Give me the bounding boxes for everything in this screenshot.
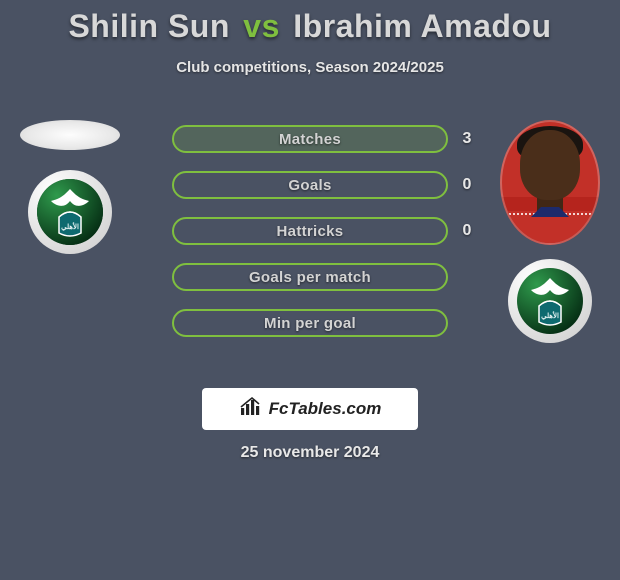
stat-bar: Goals: [172, 171, 448, 199]
crest-icon: الأهلي: [28, 170, 112, 254]
stat-bar: Goals per match: [172, 263, 448, 291]
page-title: Shilin Sun vs Ibrahim Amadou: [0, 0, 620, 45]
stat-row: Goals 0: [140, 170, 480, 200]
stat-bar: Min per goal: [172, 309, 448, 337]
player1-club-crest: الأهلي: [28, 170, 112, 254]
title-player2: Ibrahim Amadou: [293, 8, 551, 44]
comparison-card: Shilin Sun vs Ibrahim Amadou Club compet…: [0, 0, 620, 580]
stat-bar: Matches: [172, 125, 448, 153]
player1-column: الأهلي: [10, 120, 130, 254]
stat-row: Min per goal: [140, 308, 480, 338]
stat-value-right: 0: [454, 176, 480, 194]
subtitle: Club competitions, Season 2024/2025: [0, 59, 620, 76]
stat-label: Goals: [174, 173, 446, 197]
stat-row: Hattricks 0: [140, 216, 480, 246]
stat-bar: Hattricks: [172, 217, 448, 245]
title-vs: vs: [243, 8, 280, 44]
snapshot-date: 25 november 2024: [0, 444, 620, 462]
bar-chart-icon: [239, 395, 263, 424]
stat-label: Matches: [174, 127, 446, 151]
player1-photo-placeholder: [20, 120, 120, 150]
stat-row: Goals per match: [140, 262, 480, 292]
player2-photo: [500, 120, 600, 245]
stat-label: Goals per match: [174, 265, 446, 289]
stat-value-right: 0: [454, 222, 480, 240]
brand-badge: FcTables.com: [202, 388, 418, 430]
player2-column: الأهلي: [490, 120, 610, 343]
title-player1: Shilin Sun: [68, 8, 229, 44]
stat-value-right: 3: [454, 130, 480, 148]
brand-text: FcTables.com: [269, 399, 382, 419]
stat-label: Min per goal: [174, 311, 446, 335]
stat-bars: Matches 3 Goals 0 Hattricks 0 Goals pe: [140, 124, 480, 354]
crest-icon: الأهلي: [508, 259, 592, 343]
player2-club-crest: الأهلي: [508, 259, 592, 343]
stat-row: Matches 3: [140, 124, 480, 154]
stat-label: Hattricks: [174, 219, 446, 243]
